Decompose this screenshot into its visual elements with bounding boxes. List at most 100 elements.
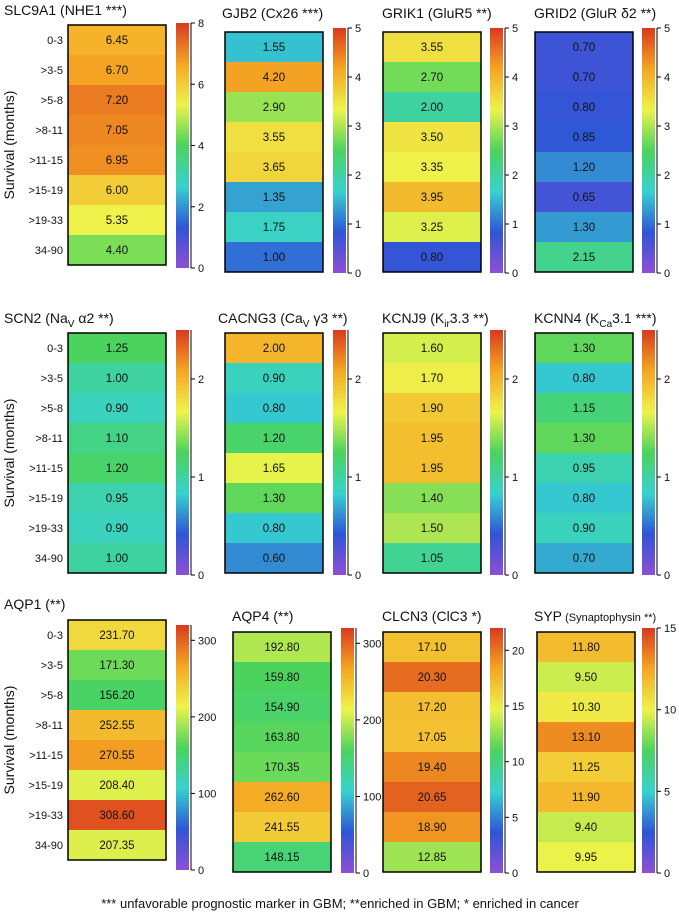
- cell-value: 231.70: [99, 630, 134, 642]
- cell-value: 0.90: [106, 523, 128, 535]
- color-bar-tick-label: 1: [355, 219, 361, 231]
- color-bar: [490, 628, 503, 873]
- heatmap-cell: [68, 513, 166, 544]
- color-bar-tick-label: 15: [664, 623, 676, 635]
- panel-title: SCN2 (NaV α2 **): [4, 310, 114, 330]
- color-bar-tick-label: 0: [512, 268, 518, 280]
- panel-grid2: GRID2 (GluR δ2 **) 0.70 0.70 0.80 0.85 1.20 0.…: [534, 5, 670, 280]
- heatmap-cell: [68, 205, 166, 236]
- cell-value: 9.40: [575, 822, 597, 834]
- heatmap-cell: [68, 770, 166, 801]
- cell-value: 3.65: [263, 162, 285, 174]
- cell-value: 9.50: [575, 672, 597, 684]
- cell-value: 1.10: [106, 433, 128, 445]
- cell-value: 1.65: [263, 463, 285, 475]
- color-bar-tick-label: 2: [355, 170, 361, 182]
- heatmap-cell: [535, 483, 633, 514]
- heatmap-cell: [535, 62, 633, 93]
- color-bar-tick-label: 100: [363, 791, 381, 803]
- panel-gjb2: GJB2 (Cx26 ***) 1.55 4.20 2.90 3.55 3.65 1.35 1…: [222, 5, 361, 280]
- panel-title: GRIK1 (GluR5 **): [382, 5, 492, 21]
- heatmap-cell: [68, 453, 166, 484]
- heatmap-cell: [537, 662, 635, 693]
- color-bar-tick-label: 1: [198, 472, 204, 484]
- cell-value: 270.55: [99, 750, 134, 762]
- heatmap-cell: [225, 212, 323, 243]
- heatmap-cell: [383, 453, 481, 484]
- heatmap-cell: [225, 393, 323, 424]
- cell-value: 17.20: [418, 702, 447, 714]
- heatmap-cell: [537, 782, 635, 813]
- color-bar-tick-label: 4: [664, 72, 670, 84]
- heatmap-cell: [225, 483, 323, 514]
- row-label: >11-15: [29, 463, 63, 475]
- heatmap-cell: [535, 423, 633, 454]
- color-bar: [490, 330, 503, 575]
- color-bar-tick-label: 8: [198, 18, 204, 30]
- color-bar-tick-label: 0: [664, 570, 670, 582]
- color-bar-tick-label: 100: [198, 788, 216, 800]
- heatmap-cell: [535, 393, 633, 424]
- color-bar-tick-label: 5: [664, 23, 670, 35]
- panel-clcn3: CLCN3 (ClC3 *) 17.10 20.30 17.20 17.05 19.40 2…: [382, 608, 524, 880]
- row-label: 0-3: [47, 630, 63, 642]
- color-bar-tick-label: 0: [664, 868, 670, 880]
- heatmap-cell: [535, 242, 633, 273]
- color-bar-tick-label: 0: [363, 868, 369, 880]
- panel-syp: SYP (Synaptophysin **) 11.80 9.50 10.30 13.1…: [534, 608, 676, 880]
- heatmap-cell: [68, 55, 166, 86]
- row-label: >5-8: [41, 95, 63, 107]
- cell-value: 7.20: [106, 95, 128, 107]
- heatmap-cell: [225, 92, 323, 123]
- color-bar-tick-label: 2: [198, 202, 204, 214]
- heatmap-border: [382, 31, 482, 273]
- heatmap-cell: [537, 812, 635, 843]
- heatmap-cell: [383, 182, 481, 213]
- panel-kcnj9: KCNJ9 (Kir3.3 **) 1.60 1.70 1.90 1.95 1.95 1.4…: [382, 310, 518, 582]
- heatmap-cell: [535, 92, 633, 123]
- color-bar: [176, 625, 189, 870]
- heatmap-cell: [225, 152, 323, 183]
- heatmap-cell: [225, 32, 323, 63]
- panel-cacng3: CACNG3 (CaV γ3 **) 2.00 0.90 0.80 1.20 1.65 1.…: [218, 310, 361, 582]
- cell-value: 0.80: [573, 102, 595, 114]
- heatmap-cell: [383, 32, 481, 63]
- heatmap-border: [382, 631, 482, 873]
- heatmap-cell: [68, 235, 166, 266]
- row-label: >8-11: [35, 433, 63, 445]
- heatmap-cell: [383, 842, 481, 873]
- panel-aqp1: AQP1 (**) 231.70 171.30 156.20 252.55 270.55 2…: [4, 596, 216, 877]
- heatmap-cell: [68, 333, 166, 364]
- color-bar-tick-label: 10: [664, 705, 676, 717]
- cell-value: 6.70: [106, 65, 128, 77]
- heatmap-cell: [535, 363, 633, 394]
- cell-value: 1.00: [106, 373, 128, 385]
- cell-value: 0.65: [573, 192, 595, 204]
- color-bar: [176, 23, 189, 268]
- heatmap-cell: [225, 182, 323, 213]
- heatmap-cell: [68, 393, 166, 424]
- color-bar-tick-label: 0: [198, 263, 204, 275]
- heatmap-cell: [383, 483, 481, 514]
- cell-value: 6.45: [106, 35, 128, 47]
- cell-value: 2.15: [573, 252, 595, 264]
- color-bar-tick-label: 1: [664, 472, 670, 484]
- cell-value: 11.80: [572, 642, 600, 654]
- cell-value: 19.40: [418, 762, 447, 774]
- y-axis-labels: 0-3 >3-5 >5-8 >8-11 >11-15 >15-19 >19-33 34-90 S…: [1, 35, 63, 852]
- row-label: >5-8: [41, 403, 63, 415]
- cell-value: 1.50: [421, 523, 443, 535]
- heatmap-cell: [68, 423, 166, 454]
- cell-value: 1.25: [106, 343, 128, 355]
- color-bar-tick-label: 300: [198, 635, 216, 647]
- heatmap-cell: [233, 782, 331, 813]
- cell-value: 9.95: [575, 852, 597, 864]
- row-label: 34-90: [35, 840, 63, 852]
- cell-value: 3.95: [421, 192, 443, 204]
- heatmap-cell: [68, 483, 166, 514]
- cell-value: 148.15: [264, 852, 299, 864]
- heatmap-cell: [535, 513, 633, 544]
- heatmap-cell: [68, 650, 166, 681]
- row-label: 34-90: [35, 553, 63, 565]
- color-bar: [176, 330, 189, 575]
